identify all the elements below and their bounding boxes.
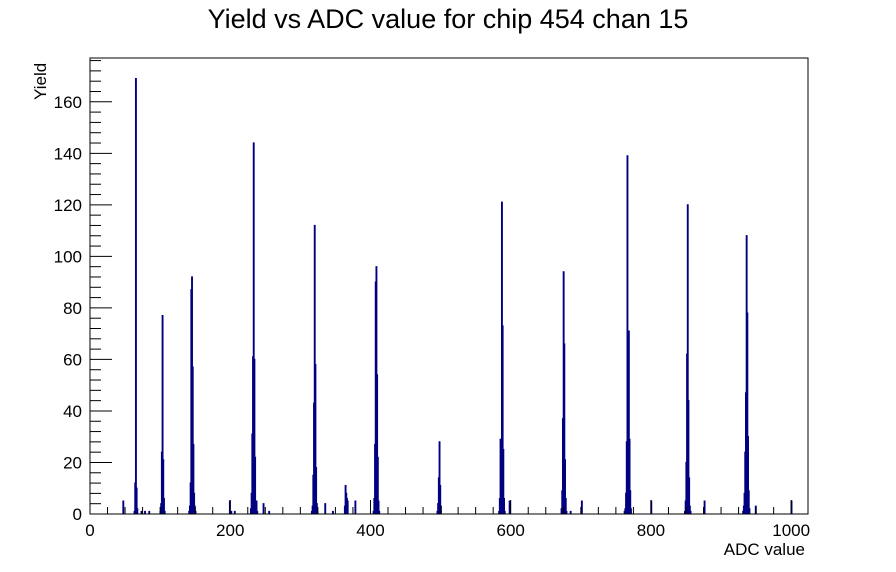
histogram-bin	[564, 459, 566, 514]
histogram-bin	[563, 343, 566, 514]
histogram-bin	[144, 510, 146, 514]
histogram-bin	[564, 497, 567, 514]
histogram-bin	[747, 490, 750, 514]
histogram-bin	[134, 78, 137, 514]
histogram-bin	[163, 510, 166, 514]
chart-title: Yield vs ADC value for chip 454 chan 15	[208, 4, 689, 34]
histogram-bin	[255, 500, 258, 514]
histogram-bin	[254, 456, 257, 514]
y-tick-label: 140	[54, 144, 82, 163]
histogram-bin	[503, 510, 506, 514]
histogram-bin	[503, 497, 505, 514]
histogram-bin	[746, 312, 749, 514]
histogram-bin	[135, 487, 138, 514]
histogram-bin	[748, 508, 751, 514]
y-tick-label: 0	[73, 505, 82, 524]
histogram-bin	[332, 510, 334, 514]
histogram-bin	[262, 503, 265, 514]
histogram-bars	[122, 78, 793, 514]
histogram-bin	[508, 500, 511, 514]
histogram-bin	[191, 366, 194, 514]
histogram-bin	[324, 503, 327, 514]
histogram-bin	[376, 456, 379, 514]
histogram-bin	[502, 448, 505, 514]
histogram-bin	[122, 500, 125, 514]
histogram-bin	[688, 477, 691, 514]
y-tick-label: 20	[63, 453, 82, 472]
histogram-bin	[687, 400, 690, 514]
histogram-bin	[315, 503, 318, 514]
plot-frame	[89, 57, 809, 515]
histogram-bin	[689, 510, 692, 514]
histogram-bin	[627, 330, 630, 514]
histogram-bin	[630, 508, 632, 514]
y-tick-label: 40	[63, 402, 82, 421]
histogram-bin	[315, 467, 318, 514]
histogram-bin	[439, 485, 442, 514]
x-tick-label: 600	[497, 521, 525, 540]
histogram-bin	[629, 490, 632, 514]
histogram-bin	[686, 204, 689, 514]
x-tick-label: 0	[85, 521, 94, 540]
y-tick-label: 120	[54, 196, 82, 215]
x-tick-label: 200	[216, 521, 244, 540]
histogram-bin	[626, 155, 629, 514]
histogram-bin	[233, 510, 236, 514]
histogram-bin	[565, 510, 568, 514]
histogram-bin	[256, 510, 259, 514]
histogram-bin	[628, 438, 631, 514]
histogram-bin	[703, 500, 706, 514]
y-tick-label: 80	[63, 299, 82, 318]
histogram-bin	[230, 510, 233, 514]
y-tick-label: 160	[54, 93, 82, 112]
x-axis-label: ADC value	[724, 540, 805, 559]
histogram-bin	[192, 443, 195, 514]
axes: 0 200 400 600 800 1000 0 20 40 60 80 100 120 140 160	[54, 60, 810, 540]
histogram-bin	[253, 358, 256, 514]
y-tick-label: 100	[54, 247, 82, 266]
histogram-bin	[438, 441, 441, 514]
histogram-bin	[136, 508, 139, 514]
histogram-bin	[193, 492, 196, 514]
histogram-bin	[252, 142, 255, 514]
histogram-bin	[163, 497, 165, 514]
x-tick-label: 800	[637, 521, 665, 540]
histogram-bin	[162, 459, 165, 514]
x-tick-label: 400	[356, 521, 384, 540]
histogram-bin	[569, 510, 572, 514]
histogram-bin	[376, 374, 379, 514]
y-axis-label: Yield	[31, 63, 50, 100]
histogram-bin	[148, 510, 151, 514]
histogram-bin	[161, 315, 164, 514]
histogram-bin	[501, 325, 504, 514]
histogram-bin	[346, 500, 349, 514]
x-tick-label: 1000	[772, 521, 810, 540]
y-tick-label: 60	[63, 350, 82, 369]
histogram-bin	[688, 505, 691, 514]
histogram-bin	[354, 500, 357, 514]
histogram-bin	[140, 510, 143, 514]
histogram-bin	[314, 363, 317, 514]
histogram-bin	[378, 510, 381, 514]
histogram-bin	[268, 510, 271, 514]
histogram-bin	[377, 500, 380, 514]
histogram-bin	[580, 500, 583, 514]
histogram-bin	[747, 436, 749, 514]
